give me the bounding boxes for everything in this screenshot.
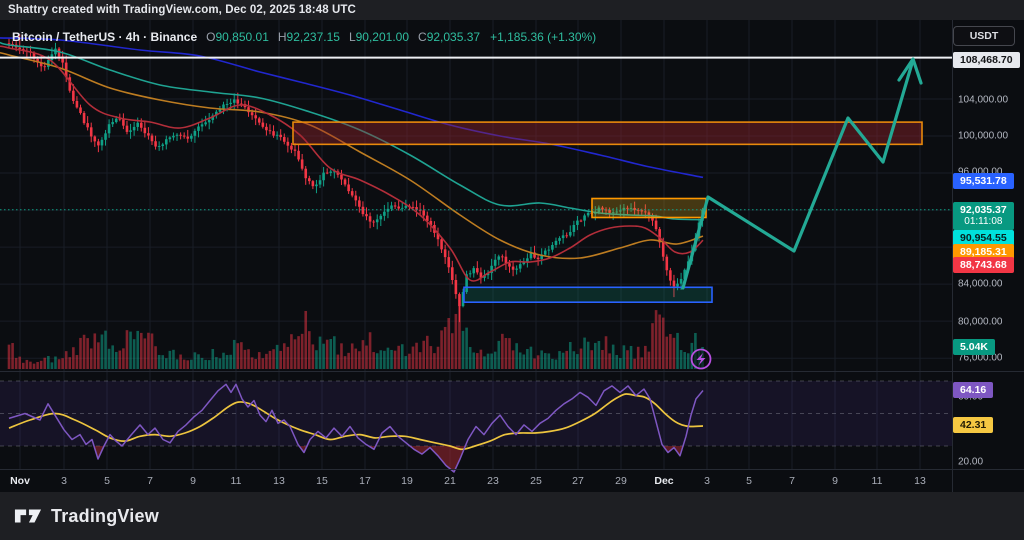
- time-axis-tick: 3: [61, 475, 67, 487]
- symbol-legend[interactable]: Bitcoin / TetherUS · 4h · Binance O90,85…: [12, 30, 596, 44]
- open-value: 90,850.01: [215, 30, 269, 44]
- price-axis-tick: 104,000.00: [958, 94, 1009, 106]
- attribution-text: Shattry created with TradingView.com, De…: [8, 4, 356, 16]
- rsi-line: [8, 383, 704, 473]
- time-axis-tick: 21: [444, 475, 456, 487]
- time-axis-tick: 17: [359, 475, 371, 487]
- close-label: C: [418, 30, 427, 44]
- supply-zone-box[interactable]: [292, 121, 923, 146]
- drawing-boxes[interactable]: [292, 121, 923, 304]
- ma-cyan-label: 90,954.55: [953, 230, 1014, 246]
- time-axis-tick: 9: [190, 475, 196, 487]
- price-axis-tick: 76,000.00: [958, 352, 1003, 364]
- time-axis-tick: 9: [832, 475, 838, 487]
- projection-arrow[interactable]: [681, 57, 923, 290]
- time-axis-tick: 15: [316, 475, 328, 487]
- pane-dividers: [0, 20, 1024, 492]
- tradingview-brand-text: TradingView: [51, 505, 159, 526]
- time-axis[interactable]: Nov 3 5 7 9 11 13 15 17 19 21 23 25 27 29 Dec 3 5 7 9 11 13: [0, 470, 952, 492]
- currency-toggle-button[interactable]: USDT: [953, 26, 1015, 46]
- chart-canvas[interactable]: [0, 20, 1024, 492]
- open-label: O: [206, 30, 216, 44]
- tradingview-logo-icon: [14, 509, 42, 523]
- ma-blue-label: 95,531.78: [953, 173, 1014, 189]
- time-axis-tick: 3: [704, 475, 710, 487]
- arrow-head: [897, 57, 923, 85]
- time-axis-tick: 19: [401, 475, 413, 487]
- rsi-label: 64.16: [953, 382, 994, 398]
- moving-averages: [0, 37, 704, 282]
- time-axis-tick: 13: [273, 475, 285, 487]
- symbol-title: Bitcoin / TetherUS · 4h · Binance: [12, 30, 198, 44]
- price-axis-tick: 84,000.00: [958, 278, 1003, 290]
- resistance-box[interactable]: [591, 197, 707, 219]
- time-axis-tick: 7: [147, 475, 153, 487]
- time-axis-tick: Dec: [654, 475, 674, 487]
- volume-label: 5.04K: [953, 339, 996, 355]
- rsi-under-fill: [95, 446, 682, 472]
- ma-orange-label: 89,185.31: [953, 244, 1014, 260]
- hline-price-label: 108,468.70: [953, 52, 1020, 68]
- time-axis-tick: 13: [914, 475, 926, 487]
- low-label: L: [348, 30, 356, 44]
- price-lines: [0, 56, 952, 211]
- rsi-ma-label: 42.31: [953, 417, 994, 433]
- gridlines: [0, 20, 952, 470]
- demand-zone-box[interactable]: [463, 286, 713, 304]
- countdown-timer: 01:11:08: [964, 216, 1003, 227]
- time-axis-tick: 23: [487, 475, 499, 487]
- price-axis-tick: 80,000.00: [958, 316, 1003, 328]
- time-axis-tick: 29: [615, 475, 627, 487]
- time-axis-tick: Nov: [10, 475, 30, 487]
- price-axis-tick: 100,000.00: [958, 130, 1009, 142]
- time-axis-tick: 11: [230, 475, 242, 487]
- time-axis-tick: 5: [104, 475, 110, 487]
- time-axis-tick: 11: [871, 475, 883, 487]
- time-axis-tick: 27: [572, 475, 584, 487]
- time-axis-tick: 5: [746, 475, 752, 487]
- footer-bar: TradingView: [0, 492, 1024, 540]
- boost-lightning-button[interactable]: [690, 348, 712, 370]
- price-axis[interactable]: 104,000.00 100,000.00 96,000.00 84,000.00 80…: [952, 20, 1024, 492]
- price-axis-tick: 20.00: [958, 456, 984, 468]
- close-value: 92,035.37: [426, 30, 481, 44]
- change-value: +1,185.36 (+1.30%): [490, 30, 597, 44]
- last-price-label: 92,035.37 01:11:08: [953, 202, 1014, 230]
- time-axis-tick: 7: [789, 475, 795, 487]
- high-value: 92,237.15: [286, 30, 340, 44]
- price-chart-svg[interactable]: [0, 20, 1024, 492]
- ma-red-label: 88,743.68: [953, 257, 1014, 273]
- volume-bars: [7, 306, 704, 369]
- low-value: 90,201.00: [355, 30, 410, 44]
- price-axis-tick: 96,000.00: [958, 166, 1003, 178]
- high-label: H: [277, 30, 287, 44]
- attribution-bar: Shattry created with TradingView.com, De…: [0, 0, 1024, 20]
- time-axis-tick: 25: [530, 475, 542, 487]
